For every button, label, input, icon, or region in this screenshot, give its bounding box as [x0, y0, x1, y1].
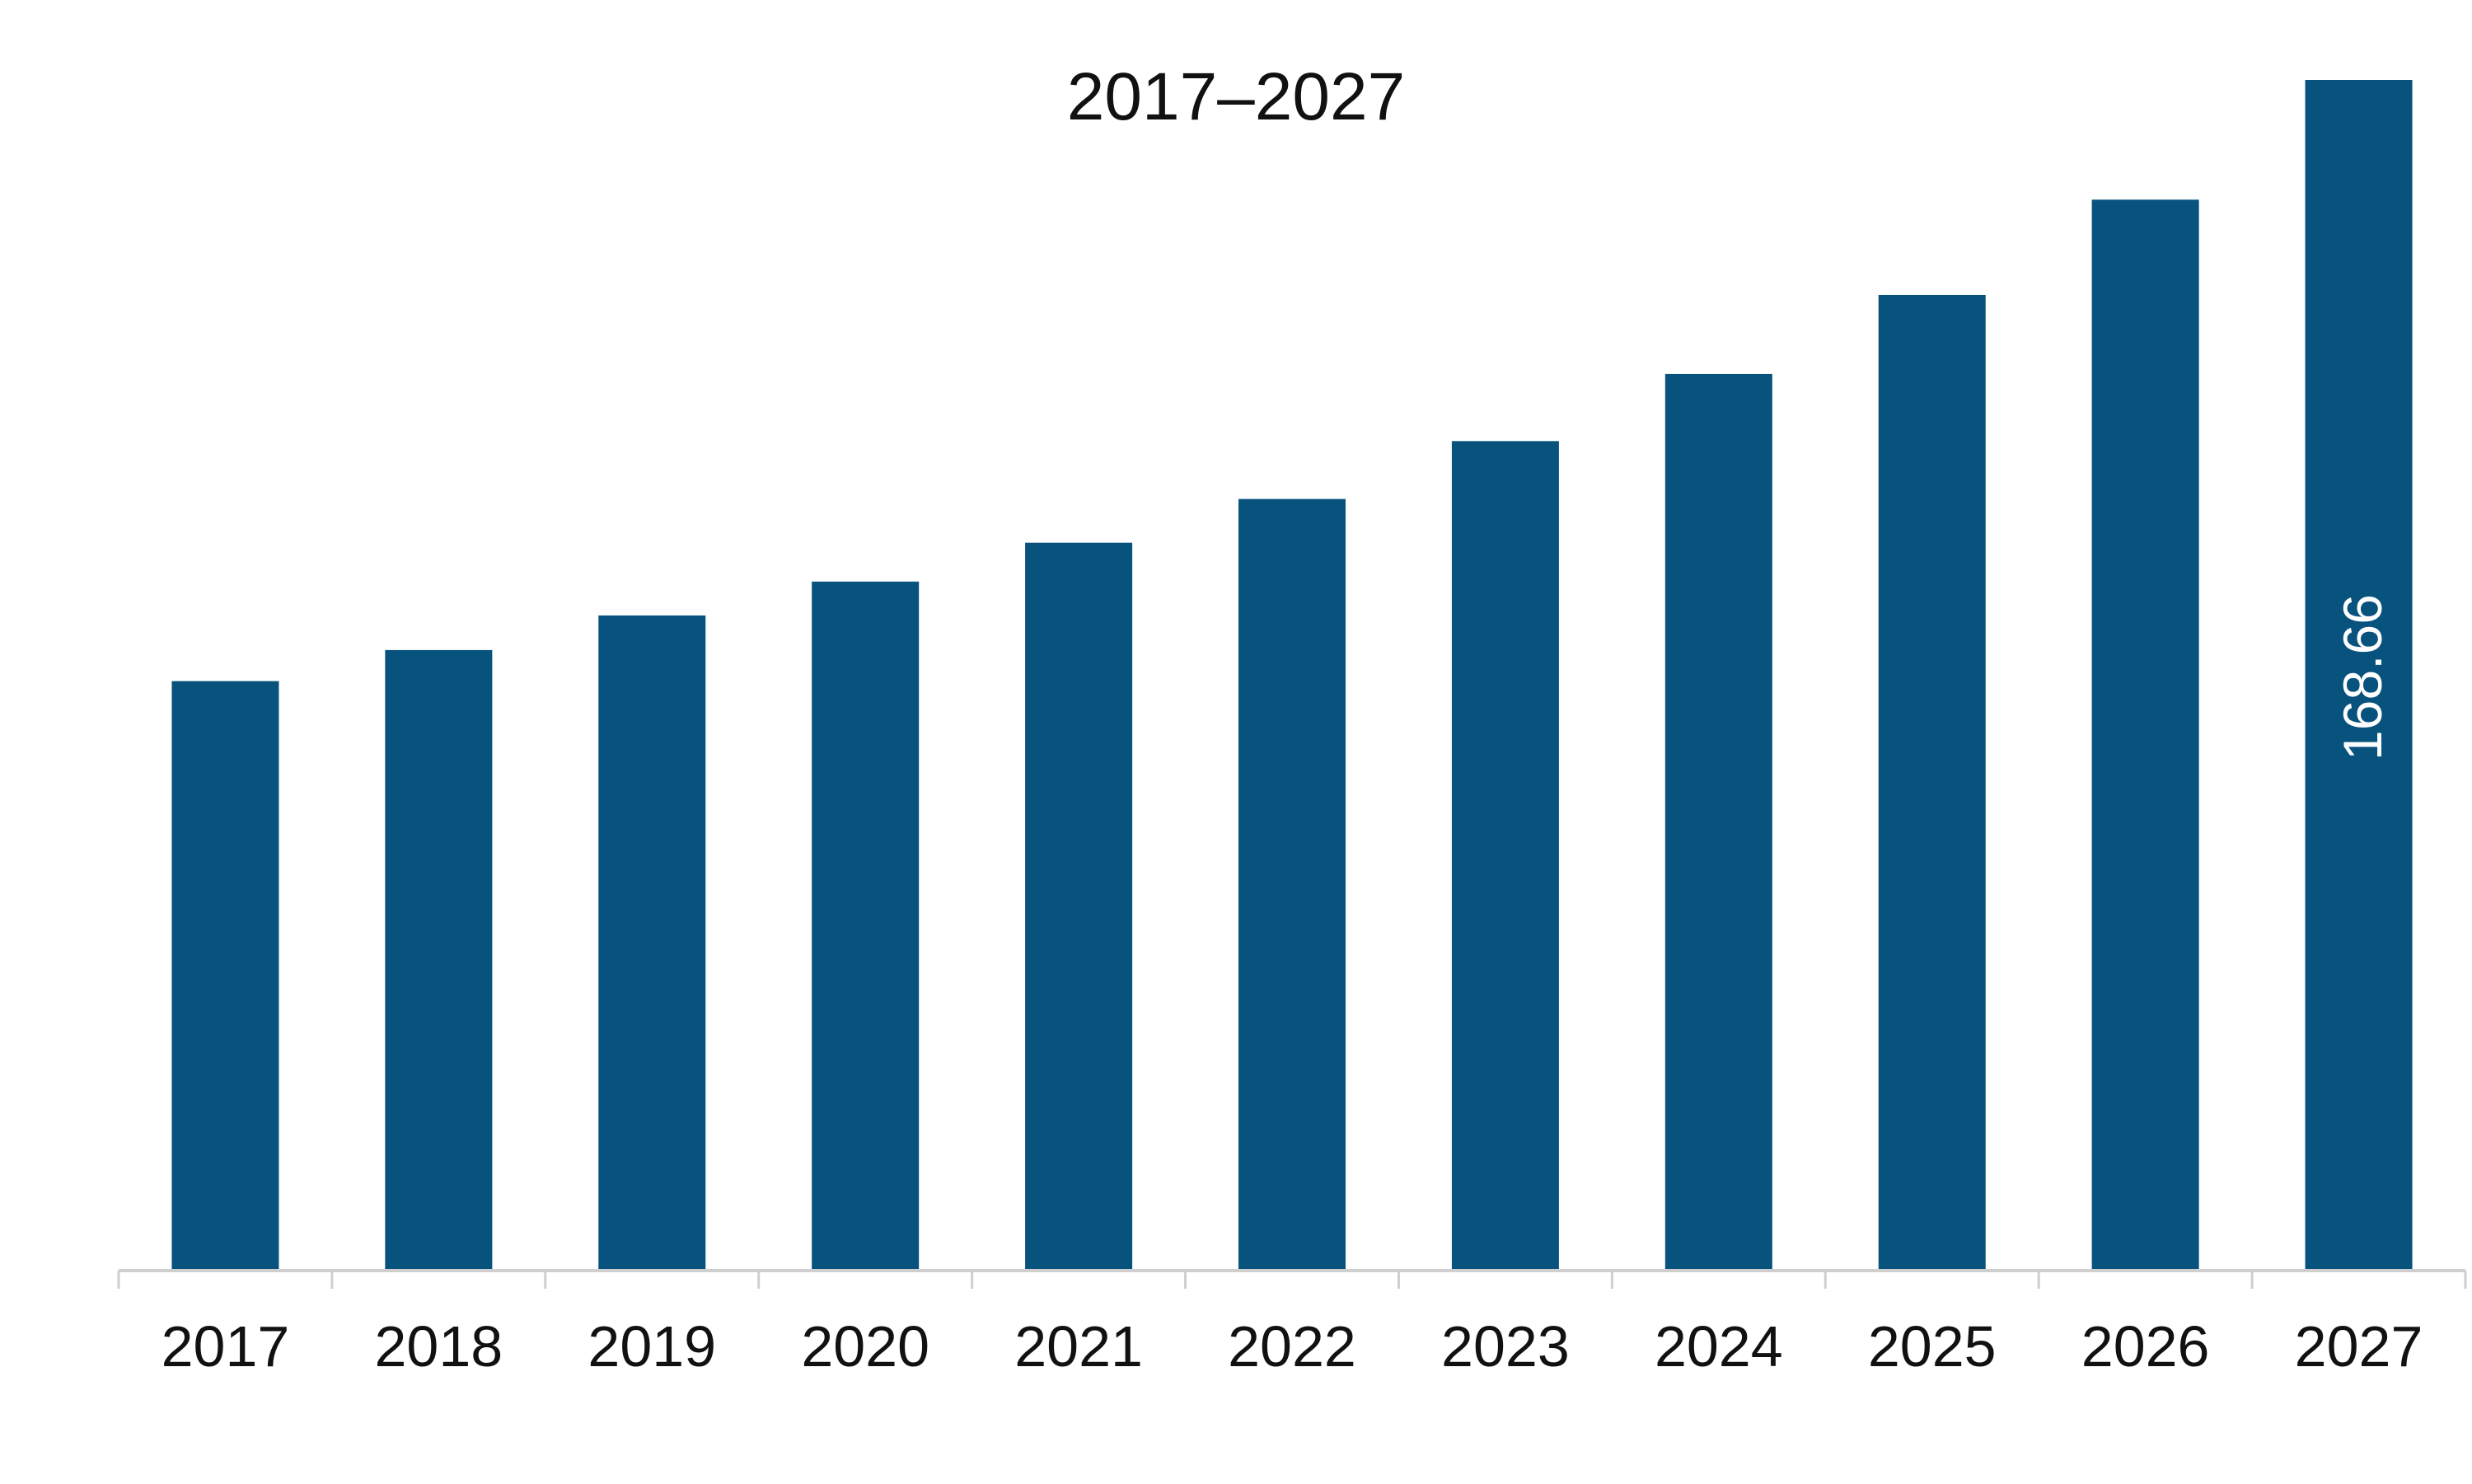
- bar-2017: [171, 681, 279, 1271]
- x-tick-label-2025: 2025: [1868, 1314, 1997, 1379]
- x-axis-ticks: 2017 2018 2019 2020 2021 2022 2023 2024 2025 2026…: [162, 1314, 2423, 1379]
- bar-2020: [812, 581, 920, 1271]
- bar-2025: [1878, 294, 1986, 1271]
- x-axis: [117, 1269, 2467, 1289]
- bar-2023: [1451, 441, 1559, 1271]
- data-label-2027: 168.66: [2332, 594, 2393, 761]
- bar-2026: [2091, 199, 2199, 1271]
- x-tick-label-2018: 2018: [374, 1314, 503, 1379]
- x-tick-label-2026: 2026: [2081, 1314, 2210, 1379]
- bar-2022: [1238, 499, 1346, 1271]
- x-tick-label-2022: 2022: [1228, 1314, 1356, 1379]
- chart-title: 2017–2027: [1067, 59, 1405, 134]
- x-tick-label-2021: 2021: [1014, 1314, 1143, 1379]
- bar-2021: [1025, 542, 1133, 1271]
- x-tick-label-2023: 2023: [1441, 1314, 1570, 1379]
- bars-layer: [171, 80, 2413, 1271]
- x-tick-label-2027: 2027: [2295, 1314, 2423, 1379]
- x-tick-label-2020: 2020: [801, 1314, 929, 1379]
- x-tick-label-2017: 2017: [162, 1314, 290, 1379]
- bar-2024: [1664, 373, 1772, 1271]
- data-labels: 168.66: [2332, 594, 2393, 761]
- bar-2027: [2305, 80, 2413, 1271]
- bar-2019: [598, 615, 706, 1271]
- x-tick-label-2024: 2024: [1655, 1314, 1783, 1379]
- bar-2018: [385, 649, 493, 1271]
- x-tick-label-2019: 2019: [588, 1314, 716, 1379]
